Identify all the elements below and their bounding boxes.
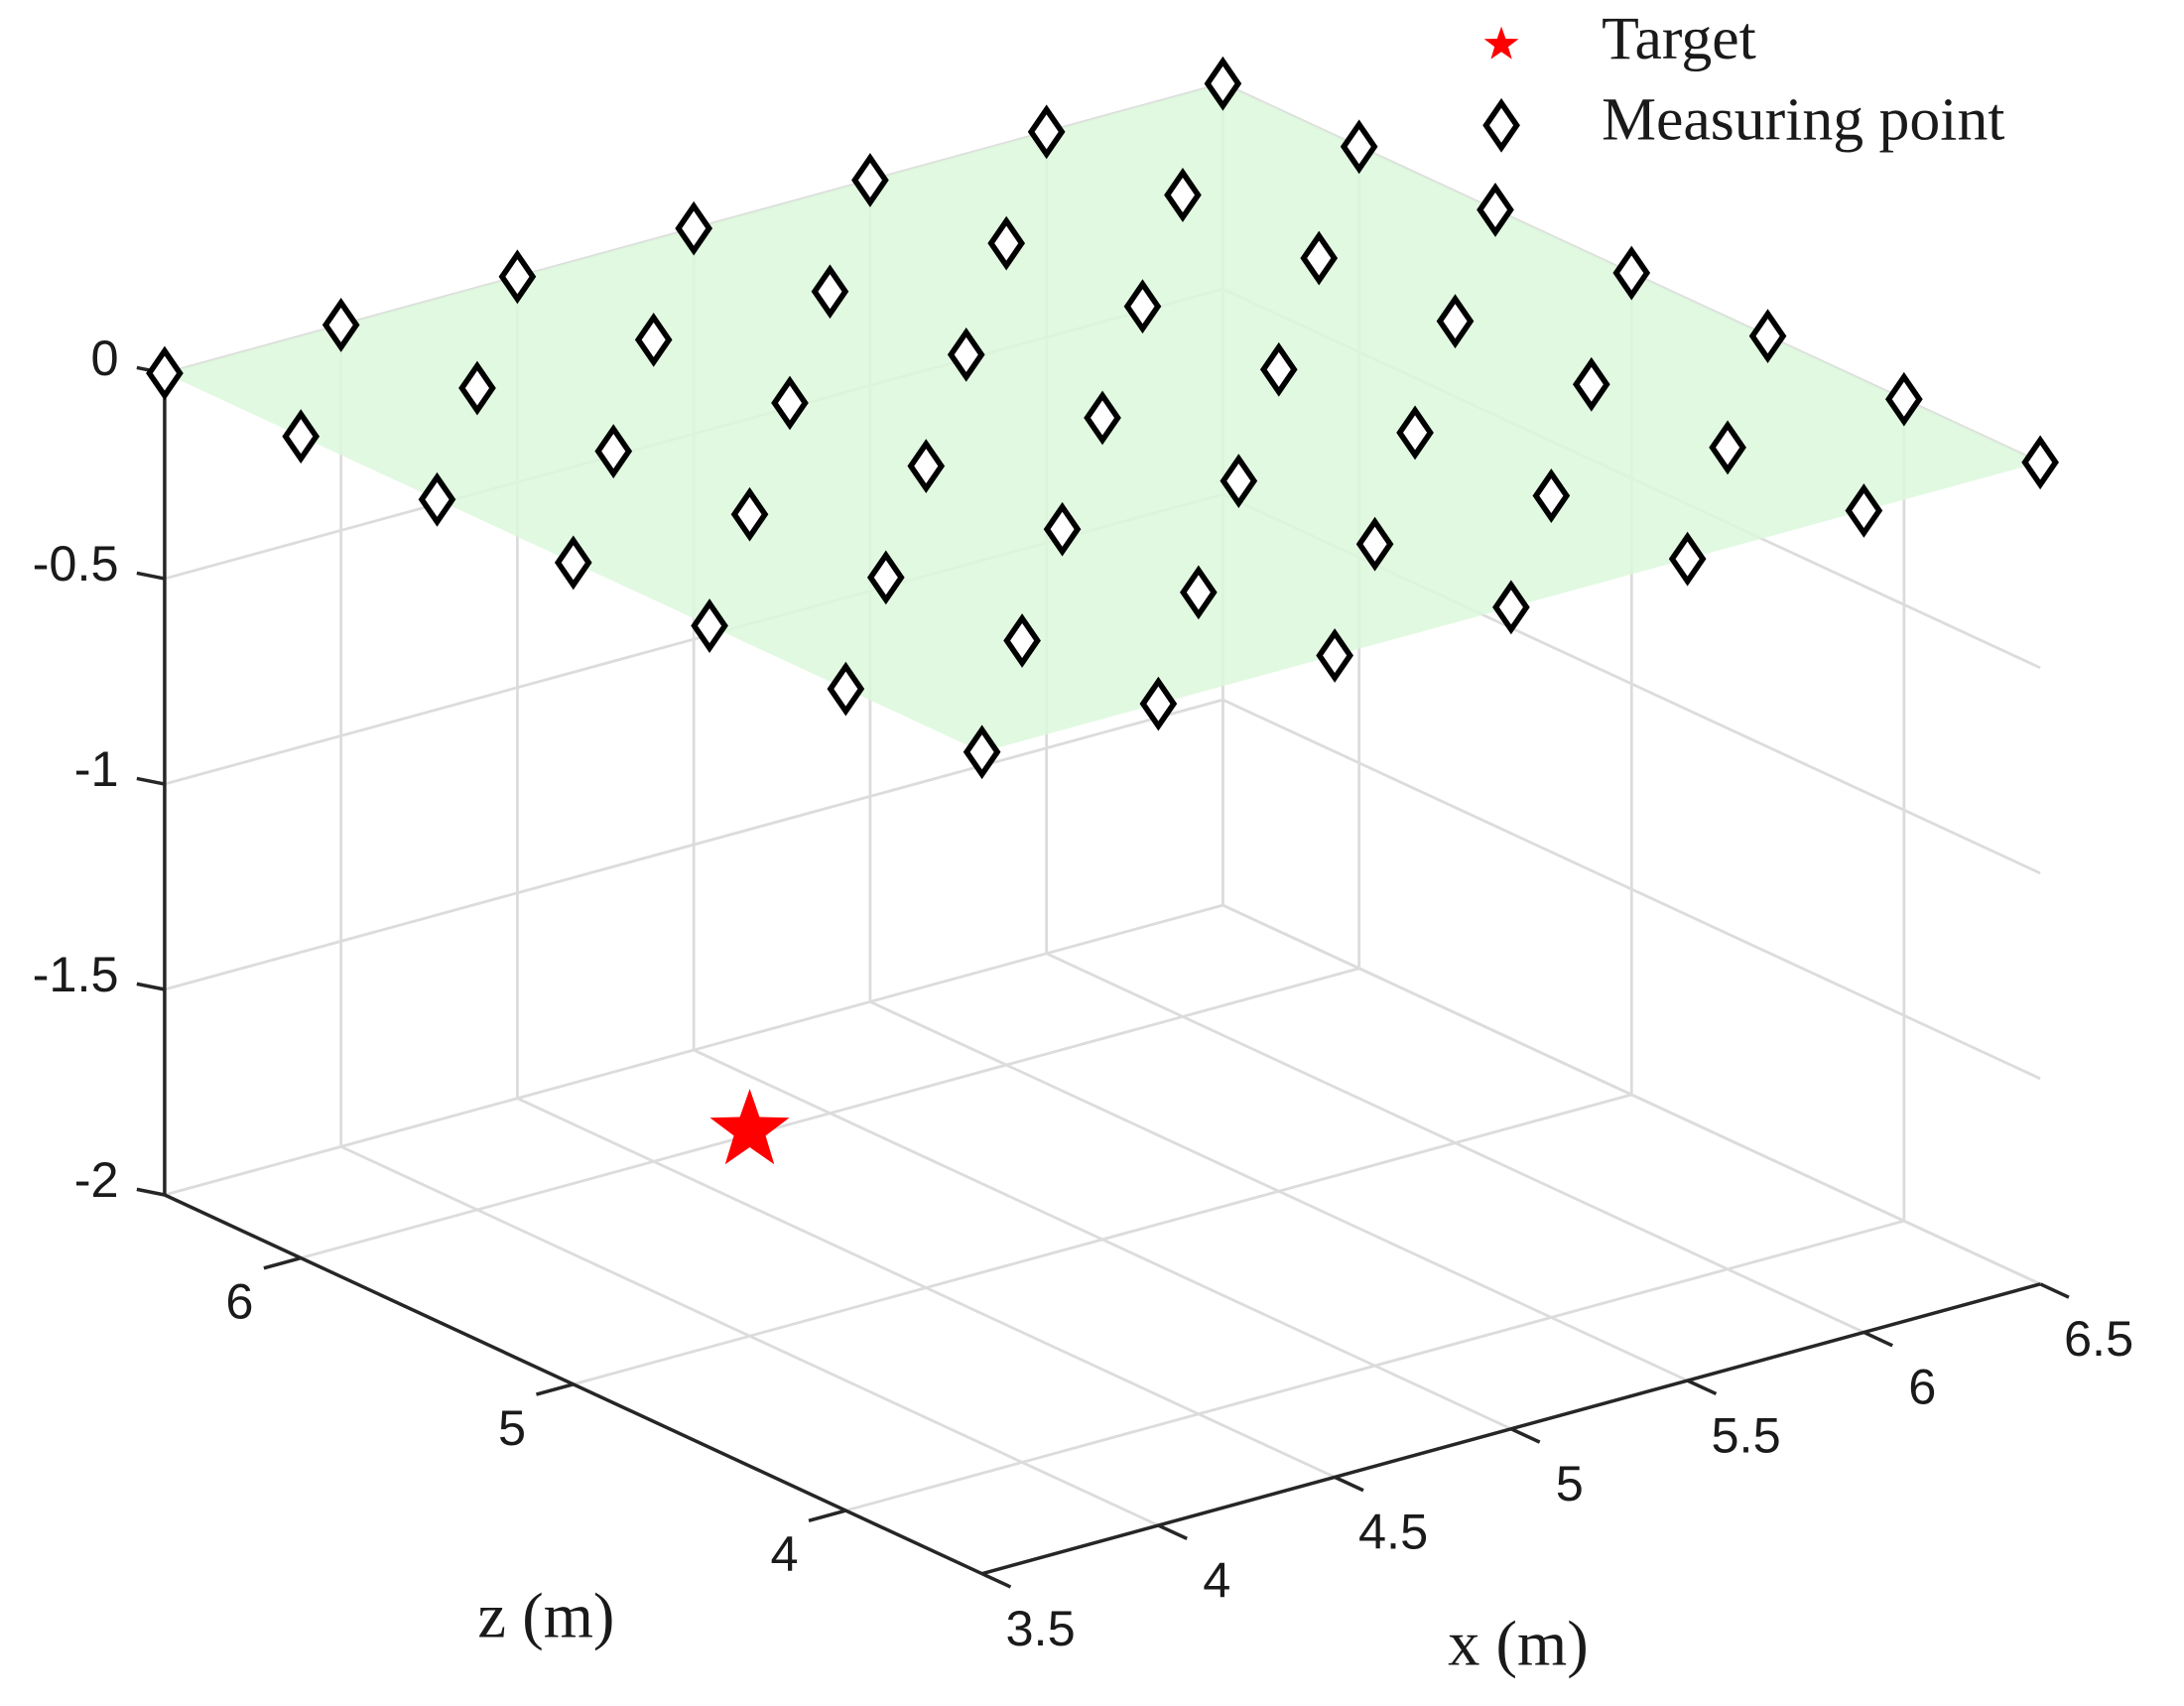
data-point bbox=[1164, 168, 1202, 222]
data-point bbox=[691, 598, 728, 653]
x-tick bbox=[1334, 1475, 1364, 1493]
data-point bbox=[1612, 245, 1651, 301]
x-tick bbox=[1686, 1378, 1718, 1396]
data-point bbox=[1492, 580, 1530, 635]
x-axis-label: x (m) bbox=[1448, 1608, 1589, 1680]
x-tick bbox=[1510, 1427, 1541, 1444]
data-point bbox=[827, 661, 865, 717]
y-tick bbox=[136, 982, 166, 991]
data-point bbox=[1572, 356, 1610, 412]
data-point bbox=[321, 298, 360, 352]
x-tick-label: 6.5 bbox=[2064, 1310, 2133, 1367]
y-tick-label: -0.5 bbox=[33, 535, 119, 591]
data-point bbox=[1259, 341, 1298, 397]
x-tick-label: 5 bbox=[1556, 1455, 1584, 1511]
x-tick-label: 4.5 bbox=[1358, 1504, 1428, 1560]
y-tick bbox=[136, 571, 166, 581]
y-tick bbox=[136, 776, 166, 786]
data-point bbox=[1139, 676, 1178, 731]
grid-line bbox=[300, 967, 1360, 1259]
grid-line bbox=[164, 903, 1223, 1197]
data-point bbox=[1220, 454, 1258, 508]
x-tick-label: 5.5 bbox=[1711, 1406, 1780, 1463]
data-point bbox=[1123, 279, 1162, 334]
data-point bbox=[418, 471, 456, 527]
data-point bbox=[1003, 613, 1041, 668]
data-point bbox=[1845, 483, 1883, 538]
legend-label: Measuring point bbox=[1602, 85, 2004, 153]
z-tick bbox=[535, 1382, 575, 1396]
data-point bbox=[1027, 104, 1066, 160]
data-point bbox=[963, 724, 1001, 780]
data-point bbox=[1300, 230, 1339, 286]
data-point bbox=[947, 327, 985, 382]
y-tick-label: -1 bbox=[74, 740, 119, 797]
data-point bbox=[1043, 501, 1082, 557]
legend-marker bbox=[1483, 26, 1519, 60]
y-tick bbox=[136, 1187, 166, 1197]
data-point bbox=[594, 424, 633, 479]
data-point bbox=[1709, 420, 1746, 475]
x-tick-label: 3.5 bbox=[1005, 1600, 1075, 1656]
x-tick-label: 4 bbox=[1203, 1551, 1230, 1608]
data-point bbox=[1204, 56, 1242, 111]
data-point bbox=[1532, 468, 1571, 523]
data-point bbox=[1396, 405, 1434, 460]
x-tick-label: 6 bbox=[1908, 1359, 1936, 1415]
z-tick-label: 6 bbox=[225, 1273, 253, 1330]
y-tick-label: 0 bbox=[91, 329, 119, 386]
z-tick bbox=[263, 1255, 302, 1270]
data-point bbox=[1668, 531, 1707, 587]
legend-label: Target bbox=[1602, 5, 1756, 72]
data-point bbox=[1885, 371, 1923, 427]
data-point bbox=[987, 215, 1026, 271]
x-tick bbox=[1863, 1330, 1893, 1348]
data-point bbox=[730, 486, 769, 542]
data-point bbox=[1340, 119, 1378, 175]
data-point bbox=[634, 312, 673, 367]
grid-line bbox=[164, 698, 1223, 991]
data-point bbox=[771, 375, 809, 431]
data-point bbox=[458, 360, 496, 416]
data-point bbox=[1084, 390, 1121, 446]
z-tick-label: 4 bbox=[771, 1525, 799, 1582]
y-tick-label: -2 bbox=[74, 1151, 119, 1208]
data-point bbox=[907, 439, 946, 494]
data-point bbox=[554, 535, 592, 591]
data-point bbox=[675, 200, 713, 256]
x-tick bbox=[2039, 1282, 2070, 1299]
y-tick-label: -1.5 bbox=[33, 946, 119, 1002]
data-point bbox=[146, 345, 184, 401]
data-point bbox=[282, 409, 321, 464]
data-point bbox=[1748, 309, 1787, 364]
grid-line bbox=[844, 1219, 1905, 1512]
z-tick-label: 5 bbox=[498, 1399, 526, 1456]
grid-line bbox=[573, 1093, 1632, 1386]
grid-line bbox=[1221, 698, 2041, 1081]
data-point bbox=[709, 1089, 790, 1165]
data-point bbox=[1436, 294, 1475, 349]
x-tick bbox=[1157, 1523, 1188, 1540]
x-tick bbox=[980, 1572, 1012, 1589]
data-point bbox=[1355, 516, 1394, 572]
data-point bbox=[498, 249, 537, 305]
data-point bbox=[1316, 628, 1353, 683]
data-point bbox=[811, 264, 849, 320]
z-tick bbox=[808, 1509, 846, 1522]
legend-marker bbox=[1482, 97, 1520, 153]
z-axis-label: z (m) bbox=[477, 1580, 614, 1652]
data-point bbox=[1477, 183, 1514, 237]
data-point bbox=[1180, 565, 1218, 620]
grid-line bbox=[1221, 903, 2041, 1286]
data-point bbox=[851, 153, 889, 207]
data-point bbox=[866, 550, 905, 605]
data-point bbox=[2021, 435, 2059, 490]
